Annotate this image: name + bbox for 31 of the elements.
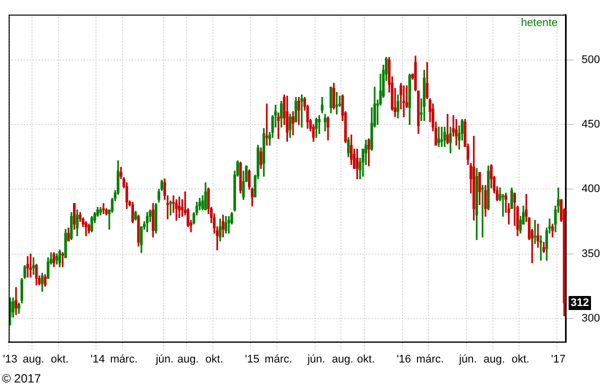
- x-tick-label: okt.: [357, 353, 375, 366]
- x-tick-label: '16: [396, 353, 411, 366]
- candlestick: [534, 220, 536, 244]
- x-tick-label: aug.: [22, 353, 44, 366]
- text: 312: [570, 297, 590, 310]
- x-tick-label: aug.: [484, 353, 505, 366]
- text: © 2017: [2, 371, 42, 386]
- y-tick-label: 300: [582, 312, 600, 325]
- x-tick-label: márc.: [416, 353, 444, 366]
- x-tick-label: márc.: [110, 353, 138, 366]
- y-tick-label: 500: [582, 54, 600, 66]
- x-tick-label: jún.: [458, 353, 477, 366]
- x-tick-label: jún.: [306, 353, 326, 366]
- y-tick-label: 450: [582, 118, 600, 131]
- candlestick: [481, 184, 484, 238]
- x-tick-label: okt.: [50, 353, 69, 366]
- x-tick-label: '15: [245, 353, 260, 366]
- candlestick: [277, 112, 280, 140]
- x-tick-label: jún.: [154, 353, 174, 366]
- x-tick-label: aug.: [177, 353, 199, 366]
- y-tick-label: 350: [582, 248, 600, 260]
- x-tick-label: okt.: [512, 353, 530, 366]
- annotation: hetente: [520, 17, 558, 30]
- x-tick-label: okt.: [205, 353, 224, 366]
- x-tick-label: márc.: [264, 353, 292, 366]
- x-tick-label: '13: [3, 353, 18, 366]
- x-tick-label: aug.: [332, 353, 354, 366]
- y-tick-label: 400: [582, 183, 600, 196]
- x-tick-label: '17: [551, 353, 566, 366]
- x-tick-label: '14: [90, 353, 105, 366]
- candlestick: [32, 257, 35, 275]
